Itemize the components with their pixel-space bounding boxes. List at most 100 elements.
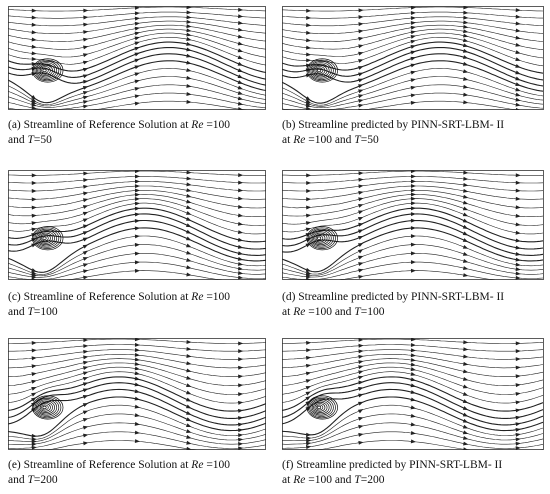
vortex-ring bbox=[315, 67, 324, 74]
arrowhead bbox=[410, 63, 416, 68]
arrowhead bbox=[462, 391, 469, 396]
caption-text: at bbox=[282, 474, 294, 486]
vortex-ring bbox=[314, 66, 326, 75]
arrowhead bbox=[185, 417, 192, 422]
vortex-ring bbox=[309, 61, 334, 80]
caption-text: =50 bbox=[33, 134, 52, 146]
arrowhead bbox=[186, 37, 192, 41]
arrowhead bbox=[515, 87, 521, 92]
vortex-ring bbox=[307, 59, 336, 82]
arrowhead bbox=[186, 28, 192, 33]
arrowhead bbox=[305, 106, 312, 110]
arrowhead bbox=[186, 68, 192, 72]
arrowhead bbox=[306, 180, 312, 185]
arrowhead bbox=[515, 365, 521, 370]
arrowhead bbox=[305, 227, 312, 232]
arrowhead bbox=[82, 366, 89, 371]
arrowhead bbox=[31, 439, 37, 444]
arrowhead bbox=[134, 86, 140, 91]
arrowhead bbox=[82, 388, 89, 393]
arrowhead bbox=[358, 72, 364, 77]
arrowhead bbox=[83, 178, 89, 183]
arrowhead bbox=[134, 184, 140, 189]
caption-text: (c) Streamline of Reference Solution at bbox=[8, 291, 192, 303]
arrowhead bbox=[515, 35, 521, 40]
arrowhead bbox=[82, 371, 89, 376]
arrowhead bbox=[186, 15, 192, 20]
arrowhead bbox=[515, 422, 521, 427]
vortex-ring bbox=[309, 228, 334, 248]
arrowhead bbox=[31, 397, 37, 402]
arrowhead bbox=[358, 387, 364, 391]
arrowhead bbox=[237, 433, 244, 438]
arrowhead bbox=[238, 349, 244, 354]
arrowhead bbox=[358, 29, 364, 34]
arrowhead bbox=[83, 104, 89, 109]
arrowhead bbox=[358, 274, 364, 279]
arrowhead bbox=[237, 261, 244, 266]
arrowhead bbox=[358, 94, 364, 99]
arrowhead bbox=[134, 72, 140, 77]
arrowhead bbox=[186, 24, 192, 29]
arrowhead bbox=[186, 423, 192, 428]
arrowhead bbox=[134, 26, 140, 31]
vortex-ring bbox=[42, 68, 47, 73]
arrowhead bbox=[463, 354, 469, 359]
arrowhead bbox=[462, 399, 469, 403]
caption-text: at bbox=[282, 306, 294, 318]
arrowhead bbox=[237, 271, 244, 276]
caption-text: Re bbox=[191, 291, 204, 303]
vortex-ring bbox=[37, 400, 55, 415]
arrowhead bbox=[237, 416, 244, 421]
arrowhead bbox=[31, 379, 37, 384]
arrowhead bbox=[82, 198, 89, 203]
arrowhead bbox=[237, 107, 244, 110]
arrowhead bbox=[82, 417, 89, 422]
arrowhead bbox=[463, 100, 469, 105]
arrowhead bbox=[238, 437, 244, 442]
arrowhead bbox=[515, 427, 521, 432]
arrowhead bbox=[83, 441, 89, 446]
arrowhead bbox=[410, 78, 416, 83]
arrowhead bbox=[463, 84, 469, 89]
arrowhead bbox=[358, 416, 364, 421]
arrowhead bbox=[515, 205, 521, 210]
arrowhead bbox=[238, 275, 244, 280]
arrowhead bbox=[31, 392, 37, 397]
arrowhead bbox=[358, 338, 364, 342]
arrowhead bbox=[134, 79, 140, 84]
arrowhead bbox=[410, 34, 416, 39]
arrowhead bbox=[83, 100, 89, 105]
arrowhead bbox=[358, 268, 364, 273]
arrowhead bbox=[305, 391, 311, 396]
arrowhead bbox=[238, 14, 244, 19]
arrowhead bbox=[358, 103, 364, 108]
arrowhead bbox=[463, 266, 469, 270]
arrowhead bbox=[134, 192, 140, 197]
arrowhead bbox=[186, 205, 192, 209]
arrowhead bbox=[31, 105, 37, 110]
arrowhead bbox=[515, 383, 521, 388]
arrowhead bbox=[186, 446, 192, 450]
caption-line: (d) Streamline predicted by PINN-SRT-LBM… bbox=[282, 290, 550, 305]
arrowhead bbox=[237, 256, 244, 261]
arrowhead bbox=[82, 237, 89, 242]
arrowhead bbox=[237, 55, 244, 60]
arrowhead bbox=[31, 340, 37, 345]
arrowhead bbox=[358, 365, 364, 370]
arrowhead bbox=[462, 238, 469, 242]
arrowhead bbox=[306, 23, 312, 28]
arrowhead bbox=[410, 242, 416, 247]
arrowhead bbox=[186, 182, 192, 187]
caption-text: Re bbox=[191, 119, 204, 131]
arrowhead bbox=[134, 242, 140, 247]
arrowhead bbox=[31, 348, 37, 353]
arrowhead bbox=[83, 344, 89, 349]
arrowhead bbox=[83, 22, 89, 27]
arrowhead bbox=[134, 366, 140, 371]
arrowhead bbox=[358, 108, 364, 110]
arrowhead bbox=[82, 377, 89, 381]
arrowhead bbox=[410, 367, 416, 372]
arrowhead bbox=[358, 343, 364, 348]
arrowhead bbox=[463, 182, 469, 187]
